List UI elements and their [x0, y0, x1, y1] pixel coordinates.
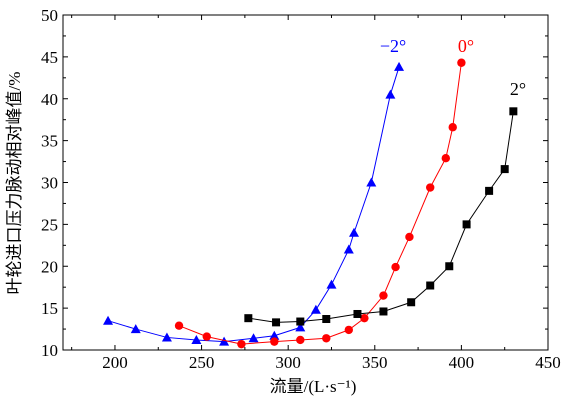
y-tick-label: 45 — [41, 48, 58, 67]
plot-frame — [62, 14, 549, 351]
data-point-triangle — [248, 333, 259, 343]
data-point-circle — [457, 58, 466, 67]
data-point-square — [445, 262, 454, 271]
data-point-triangle — [366, 177, 377, 187]
y-axis-title: 叶轮进口压力脉动相对峰值/% — [5, 72, 24, 295]
data-point-square — [353, 309, 362, 318]
data-point-triangle — [349, 227, 359, 237]
x-tick-label: 450 — [535, 353, 561, 372]
x-tick-label: 250 — [189, 353, 215, 372]
data-point-circle — [270, 337, 279, 346]
data-point-square — [462, 220, 471, 229]
series-name-label: −2° — [380, 36, 406, 56]
data-point-circle — [379, 291, 388, 300]
y-tick-label: 30 — [41, 174, 58, 193]
data-point-circle — [441, 154, 451, 163]
series-0 — [103, 61, 405, 346]
series-name-label: 0° — [458, 36, 474, 56]
data-point-square — [500, 165, 509, 174]
data-point-triangle — [343, 244, 354, 254]
data-point-circle — [322, 334, 331, 343]
data-point-circle — [174, 321, 184, 330]
data-point-circle — [448, 123, 457, 132]
data-point-triangle — [385, 89, 396, 99]
y-tick-label: 10 — [41, 341, 58, 360]
x-tick-label: 400 — [449, 353, 475, 372]
series-2 — [244, 107, 518, 327]
data-point-circle — [360, 313, 369, 323]
x-axis-title: 流量/(L·s⁻¹) — [270, 377, 357, 396]
y-tick-label: 20 — [41, 257, 58, 276]
y-tick-label: 50 — [41, 6, 58, 25]
x-tick-label: 350 — [362, 353, 388, 372]
data-point-square — [426, 281, 435, 290]
data-point-triangle — [219, 336, 230, 346]
y-tick-label: 40 — [41, 90, 58, 109]
data-point-circle — [344, 325, 354, 335]
series-line — [107, 66, 400, 343]
data-point-triangle — [269, 330, 280, 340]
data-point-circle — [405, 232, 414, 242]
data-point-square — [379, 307, 388, 316]
data-point-triangle — [103, 315, 114, 325]
series-1 — [174, 58, 466, 349]
data-point-triangle — [130, 324, 141, 334]
y-tick-label: 35 — [41, 132, 58, 151]
axes: 200 250 300 350 400 450 10 15 20 25 30 35 40 45 50 — [41, 6, 561, 372]
data-point-circle — [296, 335, 305, 345]
data-point-square — [272, 318, 281, 327]
data-point-triangle — [326, 279, 337, 289]
data-point-square — [244, 314, 253, 323]
series-name-label: 2° — [510, 79, 526, 99]
data-point-circle — [202, 332, 211, 341]
y-tick-label: 15 — [41, 299, 58, 318]
series-layer: −2° 0° 2° — [103, 36, 526, 349]
data-point-triangle — [191, 334, 202, 344]
data-point-triangle — [394, 61, 405, 71]
data-point-square — [322, 315, 331, 324]
x-tick-label: 200 — [102, 353, 128, 372]
data-point-circle — [426, 183, 435, 192]
data-point-circle — [391, 262, 400, 272]
data-point-circle — [237, 339, 246, 349]
data-point-triangle — [295, 322, 306, 332]
data-point-square — [485, 186, 494, 195]
y-tick-label: 25 — [41, 215, 58, 234]
series-line — [248, 111, 514, 323]
data-point-square — [296, 317, 305, 326]
data-point-square — [407, 298, 416, 307]
data-point-square — [509, 107, 518, 116]
data-point-triangle — [310, 304, 321, 314]
data-point-triangle — [161, 332, 172, 342]
x-tick-label: 300 — [275, 353, 301, 372]
